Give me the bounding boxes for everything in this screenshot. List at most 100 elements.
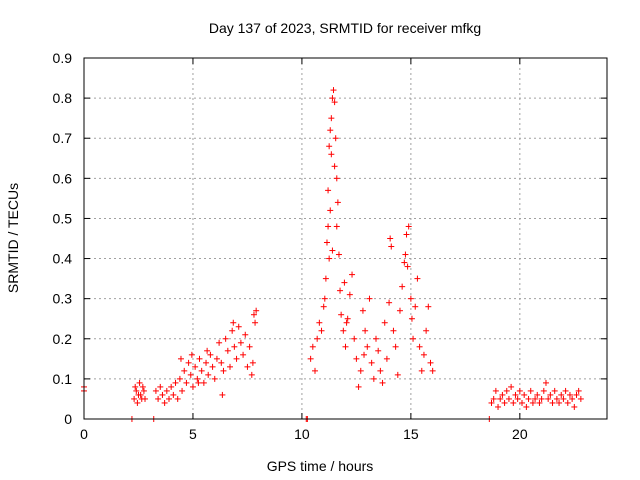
data-point xyxy=(542,379,549,386)
data-point xyxy=(187,371,194,378)
data-point xyxy=(176,375,183,382)
data-point xyxy=(179,387,186,394)
data-point xyxy=(516,387,523,394)
data-point xyxy=(373,335,380,342)
y-tick-label: 0.2 xyxy=(53,331,73,347)
data-point xyxy=(192,363,199,370)
data-point xyxy=(237,339,244,346)
data-point xyxy=(229,327,236,334)
data-point xyxy=(332,135,339,142)
data-point xyxy=(402,251,409,258)
data-point xyxy=(328,151,335,158)
data-point xyxy=(134,399,141,406)
data-point xyxy=(569,395,576,402)
data-point xyxy=(170,391,177,398)
y-tick-label: 0 xyxy=(64,411,72,427)
data-point xyxy=(343,319,350,326)
data-point xyxy=(425,303,432,310)
data-point xyxy=(495,403,502,410)
data-point xyxy=(412,303,419,310)
data-point xyxy=(407,295,414,302)
data-point xyxy=(333,223,340,230)
data-point xyxy=(499,391,506,398)
data-point xyxy=(137,391,144,398)
data-point xyxy=(318,327,325,334)
data-point xyxy=(529,399,536,406)
data-point xyxy=(331,163,338,170)
data-point xyxy=(508,383,515,390)
data-point xyxy=(240,351,247,358)
data-point xyxy=(418,367,425,374)
data-point xyxy=(326,255,333,262)
y-tick-label: 0.7 xyxy=(53,130,73,146)
data-point xyxy=(177,355,184,362)
data-point xyxy=(368,359,375,366)
data-point xyxy=(538,395,545,402)
data-point xyxy=(527,387,534,394)
data-point xyxy=(501,399,508,406)
data-point xyxy=(490,395,497,402)
data-point xyxy=(322,275,329,282)
data-point xyxy=(366,295,373,302)
data-point xyxy=(209,363,216,370)
data-point xyxy=(383,355,390,362)
data-point xyxy=(334,199,341,206)
data-point xyxy=(163,387,170,394)
x-tick-label: 20 xyxy=(512,426,528,442)
data-point xyxy=(325,187,332,194)
data-point xyxy=(219,391,226,398)
data-point xyxy=(357,367,364,374)
data-point xyxy=(381,319,388,326)
data-point xyxy=(408,315,415,322)
data-point xyxy=(492,387,499,394)
data-point xyxy=(200,379,207,386)
data-point xyxy=(253,307,260,314)
data-point xyxy=(429,367,436,374)
data-point xyxy=(246,343,253,350)
x-tick-label: 15 xyxy=(403,426,419,442)
data-point xyxy=(404,263,411,270)
data-point xyxy=(248,371,255,378)
data-point xyxy=(573,391,580,398)
data-point xyxy=(168,383,175,390)
data-point xyxy=(420,351,427,358)
data-point xyxy=(370,375,377,382)
x-tick-label: 10 xyxy=(294,426,310,442)
data-point xyxy=(235,323,242,330)
data-point xyxy=(139,383,146,390)
data-point xyxy=(195,379,202,386)
x-tick-label: 0 xyxy=(80,426,88,442)
data-point xyxy=(362,327,369,334)
data-point xyxy=(174,395,181,402)
data-point xyxy=(346,291,353,298)
data-point xyxy=(181,367,188,374)
data-point xyxy=(189,383,196,390)
data-point xyxy=(386,299,393,306)
data-point xyxy=(525,395,532,402)
data-point xyxy=(534,391,541,398)
y-tick-label: 0.4 xyxy=(53,251,73,267)
data-point xyxy=(364,343,371,350)
data-point xyxy=(390,327,397,334)
data-point xyxy=(196,355,203,362)
data-point xyxy=(388,243,395,250)
x-axis-label: GPS time / hours xyxy=(267,458,374,474)
data-point xyxy=(521,391,528,398)
data-point xyxy=(205,371,212,378)
data-point xyxy=(218,359,225,366)
data-point xyxy=(355,383,362,390)
data-point xyxy=(227,363,234,370)
data-point xyxy=(242,331,249,338)
data-point xyxy=(510,399,517,406)
data-point xyxy=(396,307,403,314)
data-point xyxy=(157,383,164,390)
y-tick-label: 0.5 xyxy=(53,210,73,226)
data-point xyxy=(394,371,401,378)
data-point xyxy=(325,223,332,230)
grid-lines xyxy=(84,58,607,419)
data-point xyxy=(414,275,421,282)
data-point xyxy=(329,247,336,254)
data-point xyxy=(375,347,382,354)
data-point xyxy=(575,387,582,394)
data-point xyxy=(403,231,410,238)
